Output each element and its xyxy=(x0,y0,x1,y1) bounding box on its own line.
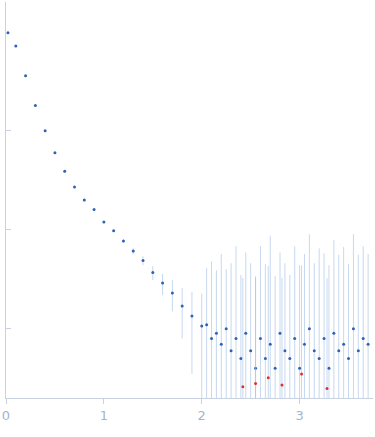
svg-text:0: 0 xyxy=(2,408,10,423)
svg-text:1: 1 xyxy=(100,408,108,423)
svg-text:2: 2 xyxy=(198,408,206,423)
svg-text:3: 3 xyxy=(295,408,303,423)
